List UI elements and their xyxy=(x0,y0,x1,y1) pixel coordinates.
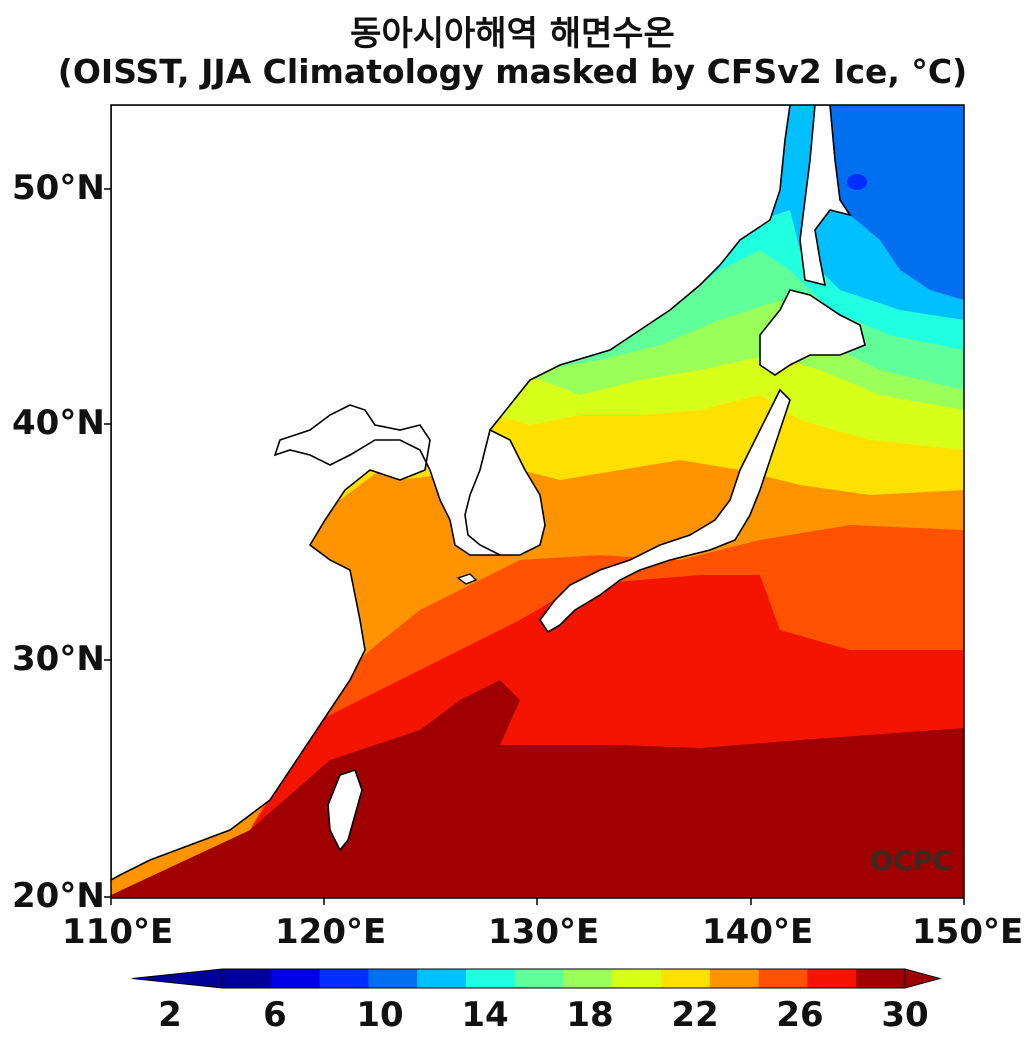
colorbar-swatch xyxy=(612,969,662,988)
colorbar-tick-label: 14 xyxy=(461,995,509,1035)
colorbar-swatch xyxy=(807,969,857,988)
sst-field xyxy=(111,105,964,898)
colorbar-swatch xyxy=(514,969,564,988)
lat-tick-20: 20°N xyxy=(12,876,105,916)
colorbar-swatch xyxy=(758,969,808,988)
land-hokkaido xyxy=(759,289,866,376)
lon-tick-130: 130°E xyxy=(488,912,600,952)
colorbar-swatch xyxy=(368,969,418,988)
colorbar-swatch xyxy=(270,969,321,988)
colorbar-tick-label: 6 xyxy=(263,995,287,1035)
lon-tick-140: 140°E xyxy=(702,912,814,952)
colorbar-tick-label: 2 xyxy=(158,995,182,1035)
land-sakhalin xyxy=(799,105,852,287)
colorbar-tick-label: 26 xyxy=(776,995,824,1035)
colorbar-over-arrow xyxy=(904,968,942,989)
lon-tick-150: 150°E xyxy=(912,912,1024,952)
colorbar-tick-label: 18 xyxy=(566,995,614,1035)
colorbar-tick-label: 10 xyxy=(356,995,404,1035)
colorbar-under-arrow xyxy=(131,968,223,989)
map-subtitle: (OISST, JJA Climatology masked by CFSv2 … xyxy=(57,52,968,91)
colorbar-swatch xyxy=(417,969,467,988)
colorbar-swatch xyxy=(465,969,516,988)
lat-tick-40: 40°N xyxy=(12,403,105,443)
lon-tick-110: 110°E xyxy=(62,912,174,952)
land-japan-kyushu-honshu xyxy=(539,388,791,634)
axis-ticks xyxy=(104,188,965,905)
land-asia-mainland xyxy=(111,105,791,881)
colorbar-swatch xyxy=(319,969,369,988)
colorbar-tick-label: 30 xyxy=(881,995,929,1035)
colorbar xyxy=(131,968,942,989)
colorbar-swatch xyxy=(222,969,272,988)
land-jeju xyxy=(456,573,478,585)
ocpc-credit: OCPC xyxy=(870,846,953,877)
land-taiwan xyxy=(327,768,363,852)
map-title: 동아시아해역 해면수온 xyxy=(350,14,675,54)
colorbar-tick-label: 22 xyxy=(671,995,719,1035)
band-8-10 xyxy=(830,105,964,300)
colorbar-swatch xyxy=(856,969,906,988)
lat-tick-30: 30°N xyxy=(12,639,105,679)
band-6-8 xyxy=(847,174,867,190)
colorbar-swatch xyxy=(661,969,711,988)
lat-tick-50: 50°N xyxy=(12,168,105,208)
lon-tick-120: 120°E xyxy=(275,912,387,952)
land-korea xyxy=(464,428,546,556)
colorbar-swatch xyxy=(709,969,760,988)
colorbar-swatch xyxy=(563,969,613,988)
